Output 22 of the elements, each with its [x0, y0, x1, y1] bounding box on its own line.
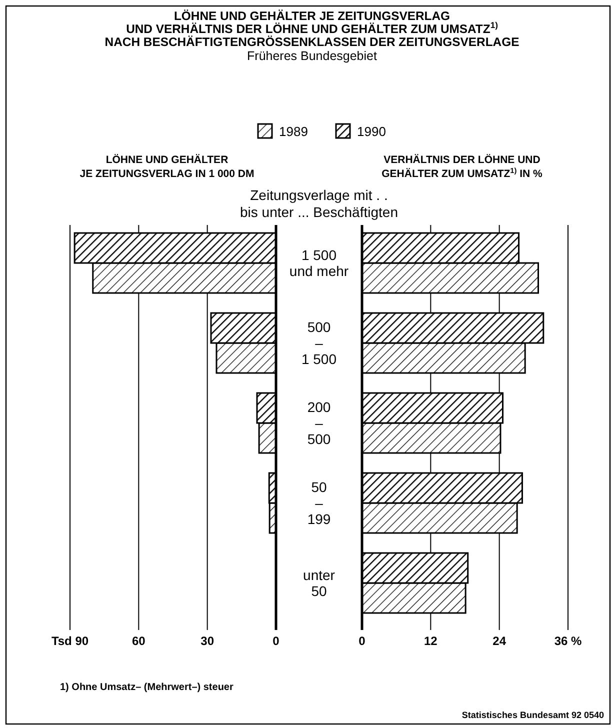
- text: Statistisches Bundesamt 92 0540: [462, 710, 604, 720]
- x-axis-title: LÖHNE UND GEHÄLTER JE ZEITUNGSVERLAG IN 1 000 DM: [80, 154, 254, 180]
- x-tick-label: Tsd 90: [51, 634, 89, 648]
- y-tick-label: 50 – 199: [307, 479, 331, 527]
- x-tick-label: 12: [424, 634, 438, 648]
- x-tick-label: 0: [272, 634, 280, 648]
- x-tick-label: 36 %: [554, 634, 582, 648]
- text: 1) Ohne Umsatz– (Mehrwert–) steuer: [60, 682, 234, 693]
- text: Früheres Bundesgebiet: [247, 49, 378, 63]
- legend-label: 1990: [357, 124, 386, 139]
- text: LÖHNE UND GEHÄLTER JE ZEITUNGSVERLAG UND VERHÄLTNIS DER LÖHNE UND GEHÄLTER ZUM UMSATZ$^{1)}$ NACH BESCHÄFTIGTENGRÖSSENKLASSEN DER ZEITUNGSVERLAGE: [104, 9, 520, 49]
- x-tick-label: 30: [200, 634, 214, 648]
- legend-label: 1989: [279, 124, 308, 139]
- y-tick-label: 200 – 500: [307, 399, 331, 447]
- y-tick-label: 500 – 1 500: [301, 319, 337, 367]
- x-tick-label: 60: [132, 634, 146, 648]
- x-tick-label: 24: [492, 634, 506, 648]
- x-tick-label: 0: [358, 634, 366, 648]
- y-tick-label: 1 500 und mehr: [289, 247, 349, 279]
- y-axis-title: Zeitungsverlage mit . . bis unter ... Beschäftigten: [240, 187, 398, 220]
- y-tick-label: unter 50: [303, 567, 336, 599]
- x-axis-title: VERHÄLTNIS DER LÖHNE UND GEHÄLTER ZUM UMSATZ$^{1)}$ IN %: [382, 154, 544, 180]
